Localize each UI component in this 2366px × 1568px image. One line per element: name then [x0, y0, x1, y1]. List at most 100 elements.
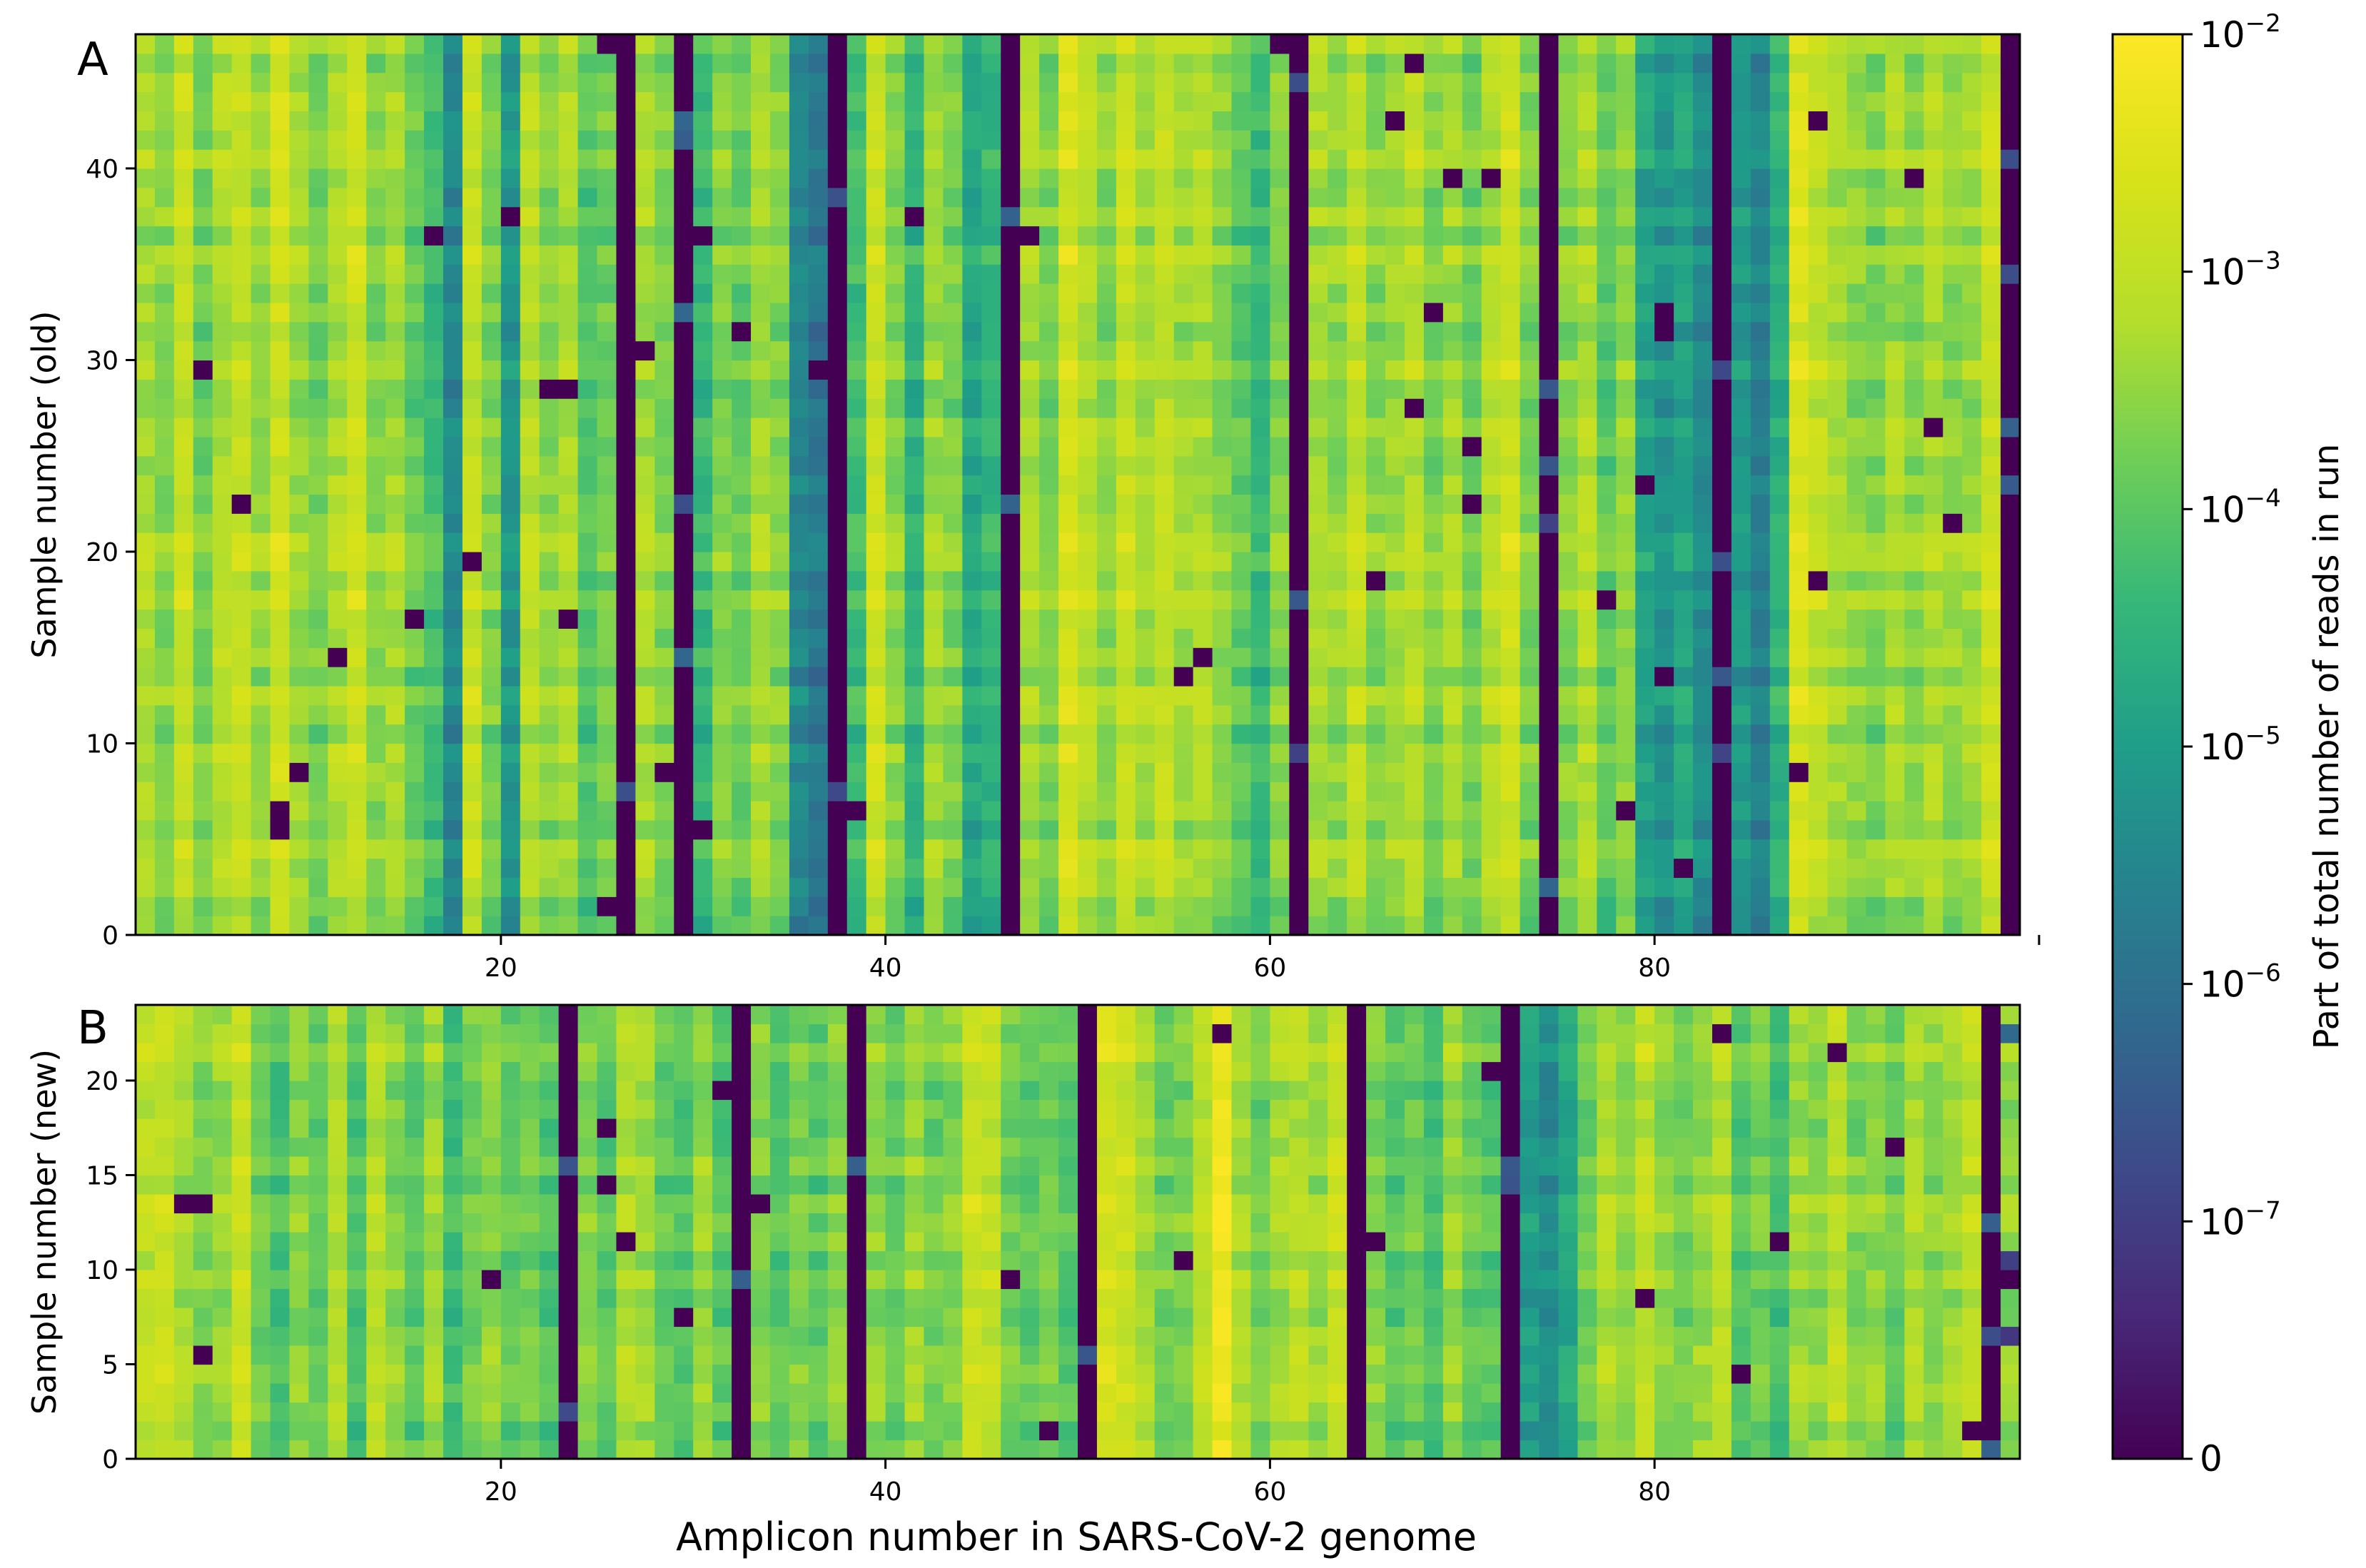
heatmap-cell — [1712, 475, 1732, 495]
heatmap-cell — [520, 418, 540, 437]
heatmap-cell — [732, 743, 752, 763]
heatmap-cell — [1058, 72, 1078, 93]
heatmap-cell — [1116, 647, 1136, 667]
heatmap-cell — [1423, 206, 1444, 227]
heatmap-cell — [1846, 130, 1867, 150]
heatmap-cell — [693, 819, 713, 840]
heatmap-cell — [577, 379, 598, 399]
heatmap-cell — [347, 896, 367, 916]
heatmap-cell — [308, 1023, 328, 1043]
heatmap-cell — [366, 782, 386, 801]
heatmap-cell — [1481, 168, 1502, 188]
heatmap-cell — [693, 782, 713, 801]
heatmap-cell — [1981, 302, 2001, 323]
heatmap-cell — [270, 1043, 290, 1063]
heatmap-cell — [1769, 494, 1790, 514]
heatmap-cell — [558, 819, 579, 840]
heatmap-cell — [1712, 34, 1732, 54]
heatmap-cell — [1808, 91, 1829, 111]
heatmap-cell — [405, 475, 425, 495]
heatmap-cell — [1846, 321, 1867, 342]
heatmap-cell — [136, 1061, 156, 1081]
heatmap-cell — [885, 609, 906, 629]
heatmap-cell — [1328, 839, 1348, 859]
heatmap-cell — [173, 111, 194, 131]
heatmap-cell — [1846, 570, 1867, 591]
heatmap-cell — [424, 34, 444, 54]
heatmap-cell — [1289, 34, 1309, 54]
heatmap-cell — [289, 206, 310, 227]
heatmap-cell — [1135, 302, 1156, 323]
heatmap-cell — [732, 782, 752, 801]
heatmap-cell — [789, 340, 809, 361]
heatmap-cell — [635, 858, 655, 879]
heatmap-cell — [866, 570, 886, 591]
heatmap-cell — [1404, 916, 1425, 936]
heatmap-cell — [1135, 896, 1156, 916]
heatmap-cell — [1116, 762, 1136, 782]
heatmap-cell — [1635, 916, 1655, 936]
heatmap-cell — [1866, 628, 1886, 648]
heatmap-cell — [1385, 551, 1405, 572]
heatmap-cell — [270, 168, 290, 188]
heatmap-cell — [1039, 685, 1059, 706]
heatmap-cell — [1577, 609, 1597, 629]
heatmap-cell — [462, 858, 482, 879]
heatmap-cell — [1846, 494, 1867, 514]
heatmap-cell — [1558, 111, 1579, 131]
heatmap-cell — [1789, 532, 1809, 552]
heatmap-cell — [539, 743, 560, 763]
heatmap-cell — [231, 704, 252, 725]
heatmap-cell — [751, 551, 771, 572]
heatmap-cell — [616, 34, 637, 54]
heatmap-cell — [732, 206, 752, 227]
heatmap-cell — [1769, 704, 1790, 725]
heatmap-cell — [173, 667, 194, 687]
heatmap-cell — [443, 916, 463, 936]
heatmap-cell — [1289, 379, 1309, 399]
heatmap-cell — [943, 206, 963, 227]
heatmap-cell — [1577, 379, 1597, 399]
heatmap-cell — [212, 1099, 233, 1119]
heatmap-cell — [1193, 877, 1213, 897]
heatmap-cell — [1539, 819, 1559, 840]
heatmap-cell — [270, 475, 290, 495]
heatmap-cell — [827, 379, 848, 399]
heatmap-cell — [885, 91, 906, 111]
heatmap-cell — [328, 398, 348, 418]
heatmap-cell — [1808, 609, 1829, 629]
heatmap-cell — [1943, 436, 1963, 457]
heatmap-cell — [846, 72, 867, 93]
heatmap-cell — [769, 532, 790, 552]
heatmap-cell — [732, 513, 752, 533]
heatmap-cell — [981, 494, 1001, 514]
heatmap-cell — [789, 916, 809, 936]
heatmap-cell — [1693, 187, 1713, 208]
heatmap-cell — [1328, 609, 1348, 629]
heatmap-cell — [866, 398, 886, 418]
heatmap-cell — [1943, 111, 1963, 131]
heatmap-cell — [1866, 858, 1886, 879]
heatmap-cell — [1308, 916, 1328, 936]
heatmap-cell — [1866, 111, 1886, 131]
heatmap-cell — [136, 1175, 156, 1195]
heatmap-cell — [1693, 455, 1713, 476]
heatmap-cell — [712, 53, 732, 74]
heatmap-cell — [1674, 858, 1694, 879]
heatmap-cell — [328, 1402, 348, 1422]
heatmap-cell — [520, 858, 540, 879]
heatmap-cell — [693, 494, 713, 514]
heatmap-cell — [1500, 570, 1521, 591]
heatmap-cell — [943, 34, 963, 54]
heatmap-cell — [231, 1307, 252, 1327]
heatmap-cell — [635, 628, 655, 648]
heatmap-cell — [904, 896, 925, 916]
heatmap-cell — [712, 455, 732, 476]
heatmap-cell — [1423, 532, 1444, 552]
heatmap-cell — [1212, 418, 1233, 437]
heatmap-cell — [1289, 647, 1309, 667]
heatmap-cell — [1270, 494, 1290, 514]
heatmap-cell — [635, 839, 655, 859]
heatmap-cell — [1270, 418, 1290, 437]
heatmap-cell — [424, 609, 444, 629]
